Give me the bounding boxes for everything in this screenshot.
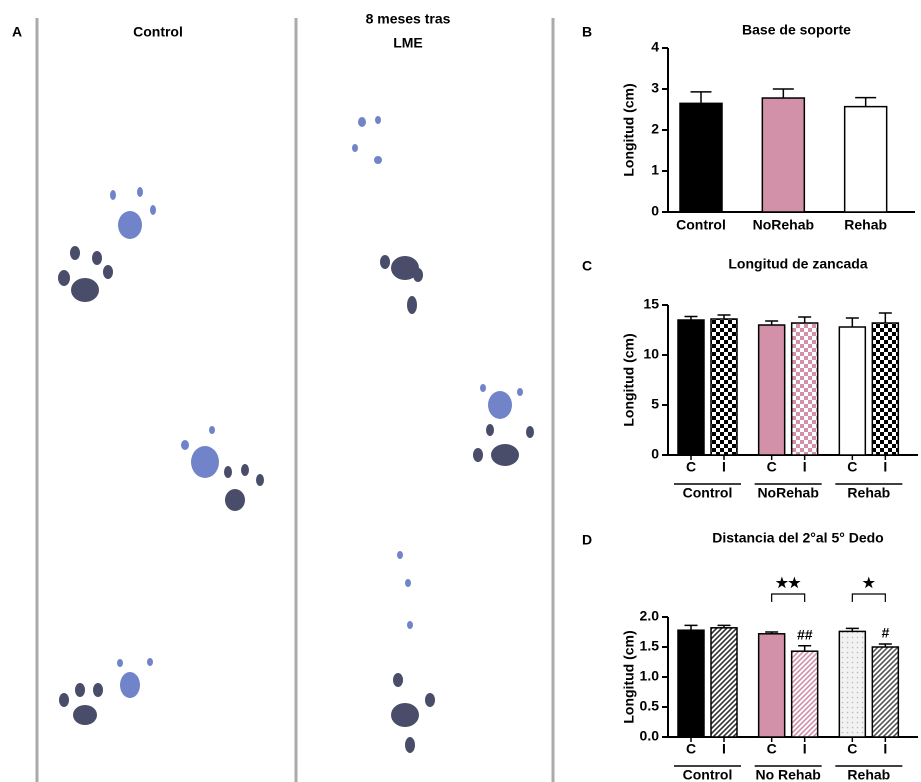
panel-a: A Control 8 meses tras LME xyxy=(12,11,555,782)
group-label: Control xyxy=(683,485,733,501)
y-tick-label: 1.5 xyxy=(640,638,660,654)
paw-prints xyxy=(58,246,534,753)
bar xyxy=(790,650,819,738)
bar xyxy=(679,102,723,213)
significance-label: ★★ xyxy=(776,575,802,591)
error-bar xyxy=(772,88,794,99)
x-tick-label: C xyxy=(767,741,777,757)
y-tick-label: 15 xyxy=(643,296,659,312)
panel-label: C xyxy=(582,258,592,274)
group-label: No Rehab xyxy=(755,767,820,782)
x-tick-label: I xyxy=(722,459,726,475)
x-tick-label: I xyxy=(883,459,887,475)
error-bar xyxy=(798,645,812,652)
x-tick-label: I xyxy=(722,741,726,757)
bar xyxy=(757,633,786,738)
bar xyxy=(677,319,705,456)
error-bar xyxy=(878,312,892,323)
y-tick-label: 0 xyxy=(651,446,659,462)
chart-title: Base de soporte xyxy=(742,22,851,38)
bar xyxy=(790,322,819,456)
chart-title: Distancia del 2°al 5° Dedo xyxy=(712,530,883,546)
y-axis-label: Longitud (cm) xyxy=(621,630,637,723)
bar-label: ## xyxy=(797,627,813,643)
bar xyxy=(710,627,738,738)
y-axis-label: Longitud (cm) xyxy=(621,83,637,176)
x-tick-label: C xyxy=(847,459,857,475)
bar xyxy=(838,326,867,456)
y-tick-label: 10 xyxy=(643,346,659,362)
column-title: LME xyxy=(393,35,423,51)
y-tick-label: 0.0 xyxy=(640,728,660,744)
significance-label: ★ xyxy=(863,575,876,591)
error-bar xyxy=(684,624,698,631)
error-bar xyxy=(855,96,877,107)
group-label: Control xyxy=(683,767,733,782)
bar-label: # xyxy=(881,625,889,641)
x-tick-label: C xyxy=(686,741,696,757)
column-title: Control xyxy=(133,24,183,40)
bar xyxy=(710,318,738,456)
group-label: Rehab xyxy=(847,767,890,782)
x-tick-label: I xyxy=(803,459,807,475)
panel-label: B xyxy=(582,24,592,40)
y-tick-label: 1.0 xyxy=(640,668,660,684)
x-tick-label: I xyxy=(883,741,887,757)
significance-bracket xyxy=(771,593,806,602)
y-tick-label: 3 xyxy=(651,80,659,96)
panel-label: A xyxy=(12,24,22,40)
bar xyxy=(871,646,900,738)
y-tick-label: 4 xyxy=(651,39,659,55)
x-tick-label: C xyxy=(767,459,777,475)
x-tick-label: Rehab xyxy=(844,217,887,233)
panel-label: D xyxy=(582,532,592,548)
y-tick-label: 2.0 xyxy=(640,608,660,624)
error-bar xyxy=(845,317,859,327)
x-tick-label: C xyxy=(847,741,857,757)
x-tick-label: NoRehab xyxy=(753,217,814,233)
y-tick-label: 1 xyxy=(651,162,659,178)
paw-prints xyxy=(110,116,523,698)
bar xyxy=(757,324,786,456)
bar xyxy=(761,97,806,213)
y-axis-label: Longitud (cm) xyxy=(621,333,637,426)
group-label: Rehab xyxy=(847,485,890,501)
y-tick-label: 0.5 xyxy=(640,698,660,714)
column-title: 8 meses tras xyxy=(366,11,451,27)
bar xyxy=(843,105,888,213)
y-tick-label: 2 xyxy=(651,121,659,137)
y-tick-label: 0 xyxy=(651,203,659,219)
y-tick-label: 5 xyxy=(651,396,659,412)
x-tick-label: Control xyxy=(676,217,726,233)
bar xyxy=(838,630,867,738)
x-tick-label: I xyxy=(803,741,807,757)
chart-title: Longitud de zancada xyxy=(728,256,867,272)
significance-bracket xyxy=(851,593,886,602)
error-bar xyxy=(798,316,812,323)
bar xyxy=(677,629,705,738)
bar xyxy=(871,322,900,456)
error-bar xyxy=(690,91,712,104)
x-tick-label: C xyxy=(686,459,696,475)
group-label: NoRehab xyxy=(757,485,818,501)
